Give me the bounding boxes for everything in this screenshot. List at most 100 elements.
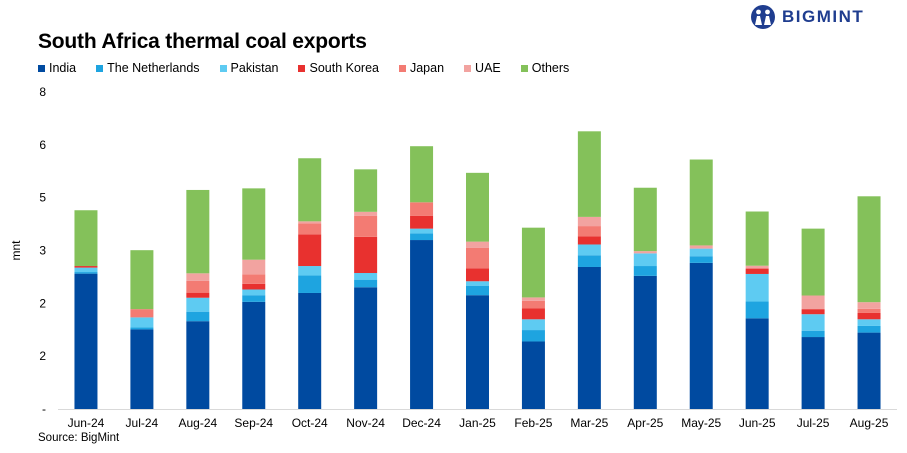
bar-segment xyxy=(242,295,266,302)
bar-segment xyxy=(633,275,657,409)
bar-segment xyxy=(130,250,154,310)
bigmint-logo-icon xyxy=(751,5,775,29)
bar-segment xyxy=(745,273,769,302)
bar-segment xyxy=(801,309,825,315)
x-tick-label: Nov-24 xyxy=(346,416,385,430)
bar-segment xyxy=(857,308,881,313)
bar-segment xyxy=(577,255,601,267)
bar-segment xyxy=(242,301,266,409)
bar-segment xyxy=(186,311,210,322)
bar-segment xyxy=(577,226,601,237)
bar-segment xyxy=(242,274,266,284)
x-tick-label: Aug-25 xyxy=(850,416,889,430)
bar-segment xyxy=(689,256,713,263)
bar-segment xyxy=(801,337,825,409)
bar-segment xyxy=(298,292,322,409)
bar-segment xyxy=(745,301,769,319)
bar-segment xyxy=(633,187,657,252)
y-tick-label: 3 xyxy=(39,244,46,258)
bar-segment xyxy=(74,272,98,274)
bar-segment xyxy=(857,302,881,309)
chart-legend: India The Netherlands Pakistan South Korea J… xyxy=(38,61,589,75)
bar-segment xyxy=(410,146,434,203)
bar-segment xyxy=(857,312,881,320)
bar-segment xyxy=(74,267,98,273)
bar-segment xyxy=(130,309,154,318)
bar-segment xyxy=(186,321,210,409)
bar-segment xyxy=(242,283,266,290)
legend-label: The Netherlands xyxy=(107,61,200,75)
bar-segment xyxy=(298,266,322,276)
bar-segment xyxy=(857,325,881,333)
bar-segment xyxy=(633,266,657,276)
x-tick-label: Feb-25 xyxy=(514,416,552,430)
bar-segment xyxy=(298,223,322,235)
legend-swatch xyxy=(219,64,227,72)
legend-swatch xyxy=(464,64,472,72)
x-tick-label: Jan-25 xyxy=(459,416,496,430)
bar-segment xyxy=(577,266,601,409)
bar-segment xyxy=(577,216,601,227)
bar-segment xyxy=(577,244,601,256)
legend-swatch xyxy=(520,64,528,72)
y-tick-label: 8 xyxy=(39,85,46,99)
legend-item: Others xyxy=(520,61,570,75)
bar-segment xyxy=(410,228,434,234)
bar-segment xyxy=(242,259,266,275)
y-tick-label: - xyxy=(42,402,46,416)
bar-segment xyxy=(186,292,210,298)
bar-segment xyxy=(521,319,545,331)
bar-segment xyxy=(186,273,210,281)
bar-segment xyxy=(689,248,713,257)
bar-segment xyxy=(521,297,545,301)
bar-segment xyxy=(521,341,545,409)
bar-segment xyxy=(466,268,489,282)
bar-segment xyxy=(410,233,434,241)
bar-segment xyxy=(745,265,769,269)
bar-segment xyxy=(130,317,154,328)
bar-segment xyxy=(745,268,769,274)
bar-segment xyxy=(466,285,489,296)
bar-segment xyxy=(689,245,713,249)
bar-segment xyxy=(577,131,601,217)
bar-segment xyxy=(186,189,210,274)
x-tick-label: Jun-24 xyxy=(68,416,105,430)
chart-title: South Africa thermal coal exports xyxy=(38,30,367,53)
bar-segment xyxy=(354,273,378,280)
bar-segment xyxy=(521,308,545,320)
bar-segment xyxy=(466,172,489,242)
legend-item: Japan xyxy=(398,61,444,75)
legend-swatch xyxy=(298,64,306,72)
bar-segment xyxy=(74,266,98,268)
bar-segment xyxy=(242,188,266,260)
bar-segment xyxy=(298,234,322,267)
bar-segment xyxy=(521,330,545,342)
bar-segment xyxy=(130,327,154,330)
bar-segment xyxy=(186,280,210,293)
legend-swatch xyxy=(38,64,45,72)
legend-item: India xyxy=(38,61,76,75)
bar-segment xyxy=(354,169,378,212)
bar-segment xyxy=(466,241,489,248)
bar-segment xyxy=(801,314,825,331)
y-tick-label: 2 xyxy=(39,296,46,310)
bar-segment xyxy=(298,221,322,224)
bar-segment xyxy=(801,228,825,296)
bar-segment xyxy=(689,159,713,246)
x-tick-label: Apr-25 xyxy=(627,416,663,430)
bar-segment xyxy=(577,236,601,245)
bar-segment xyxy=(633,251,657,254)
bar-segment xyxy=(633,253,657,267)
legend-label: Others xyxy=(531,61,570,75)
bar-segment xyxy=(298,275,322,293)
legend-item: UAE xyxy=(464,61,501,75)
x-tick-label: Mar-25 xyxy=(570,416,608,430)
bar-segment xyxy=(466,295,489,409)
bar-segment xyxy=(466,247,489,269)
bigmint-logo: BIGMINT xyxy=(750,3,900,31)
legend-swatch xyxy=(96,64,104,72)
bar-segment xyxy=(857,319,881,326)
bar-segment xyxy=(745,211,769,266)
bar-segment xyxy=(857,196,881,303)
bar-segment xyxy=(354,211,378,216)
